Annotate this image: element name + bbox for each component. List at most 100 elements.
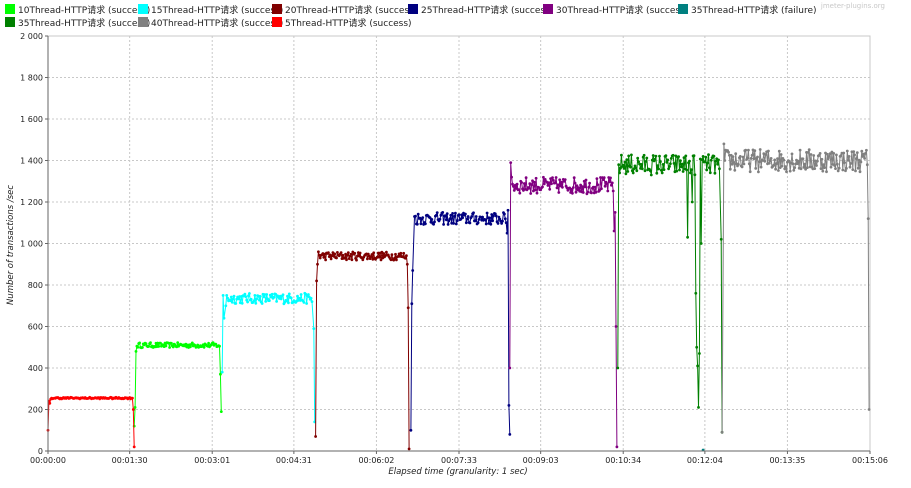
data-point <box>671 153 675 157</box>
data-point <box>557 191 561 194</box>
y-tick-label: 600 <box>28 323 43 332</box>
data-point <box>515 182 519 186</box>
data-point <box>857 158 861 162</box>
data-point <box>823 166 826 170</box>
legend-swatch <box>272 17 282 27</box>
data-point <box>415 222 419 226</box>
data-point <box>769 157 773 160</box>
data-point <box>767 149 770 153</box>
data-point <box>530 183 533 187</box>
data-point <box>780 164 784 168</box>
data-point <box>255 297 259 301</box>
data-point <box>588 181 591 185</box>
series <box>616 153 724 434</box>
data-point <box>722 142 726 146</box>
data-point <box>602 176 606 180</box>
data-point <box>405 254 408 258</box>
data-point <box>341 253 345 257</box>
data-point <box>845 149 849 153</box>
data-point <box>537 186 541 189</box>
data-point <box>777 149 781 153</box>
x-tick-label: 00:15:06 <box>852 456 888 465</box>
data-point <box>827 155 831 158</box>
grid <box>47 35 871 452</box>
legend: 10Thread-HTTP请求 (success) 15Thread-HTTP请求… <box>5 4 817 29</box>
data-point <box>693 173 697 177</box>
data-point <box>690 200 694 204</box>
data-point <box>851 168 855 172</box>
y-tick-label: 800 <box>28 281 43 290</box>
data-point <box>509 161 513 165</box>
data-point <box>619 166 622 170</box>
data-point <box>677 155 680 159</box>
data-point <box>442 223 445 226</box>
data-point <box>640 163 643 166</box>
data-point <box>654 154 658 158</box>
x-tick-label: 00:10:34 <box>605 456 641 465</box>
legend-item: 30Thread-HTTP请求 (success) <box>543 4 688 16</box>
axes: 0 200 400 600 800 1 000 1 200 1 400 1 600 1 800 2 … <box>20 32 888 465</box>
data-point <box>572 176 576 180</box>
data-point <box>474 215 478 218</box>
data-point <box>448 217 452 221</box>
data-point <box>134 350 138 353</box>
data-point <box>617 163 621 167</box>
data-point <box>679 159 682 163</box>
data-point <box>305 302 308 305</box>
data-point <box>865 148 868 152</box>
data-point <box>727 150 730 154</box>
data-point <box>629 165 632 169</box>
data-point <box>296 294 299 298</box>
data-point <box>616 366 620 370</box>
data-point <box>704 155 708 159</box>
data-point <box>664 154 668 158</box>
data-point <box>541 185 544 189</box>
data-point <box>772 163 776 167</box>
y-tick-label: 0 <box>38 447 43 456</box>
data-point <box>246 300 250 304</box>
data-point <box>402 251 406 255</box>
data-point <box>449 213 453 217</box>
data-point <box>574 190 578 194</box>
data-point <box>660 171 664 175</box>
data-point <box>659 168 663 172</box>
data-point <box>501 219 504 223</box>
data-point <box>837 166 841 170</box>
x-tick-label: 00:04:31 <box>276 456 312 465</box>
data-point <box>563 178 567 182</box>
data-point <box>804 167 807 171</box>
data-point <box>744 148 748 152</box>
data-point <box>304 292 308 296</box>
data-point <box>675 169 679 173</box>
data-point <box>614 325 618 328</box>
data-point <box>414 214 417 218</box>
data-point <box>141 346 144 349</box>
legend-item: 10Thread-HTTP请求 (success) <box>5 4 150 16</box>
data-point <box>669 157 673 160</box>
data-point <box>609 176 612 180</box>
data-point <box>410 302 414 306</box>
data-point <box>833 164 836 167</box>
data-point <box>493 212 497 216</box>
x-tick-label: 00:03:01 <box>194 456 230 465</box>
data-point <box>433 220 436 224</box>
data-point <box>742 162 746 166</box>
data-point <box>682 156 686 160</box>
data-point <box>719 237 723 241</box>
data-point <box>416 212 420 216</box>
data-point <box>621 163 625 167</box>
data-point <box>393 256 396 260</box>
legend-swatch <box>138 4 148 14</box>
data-point <box>229 295 233 299</box>
data-point <box>445 212 449 216</box>
data-point <box>785 170 788 174</box>
data-point <box>763 159 767 163</box>
data-point <box>444 214 447 218</box>
data-point <box>232 294 236 298</box>
data-point <box>382 252 386 255</box>
data-point <box>133 406 137 409</box>
data-point <box>613 211 617 214</box>
data-point <box>339 251 343 255</box>
data-point <box>497 215 501 219</box>
data-point <box>506 208 510 212</box>
